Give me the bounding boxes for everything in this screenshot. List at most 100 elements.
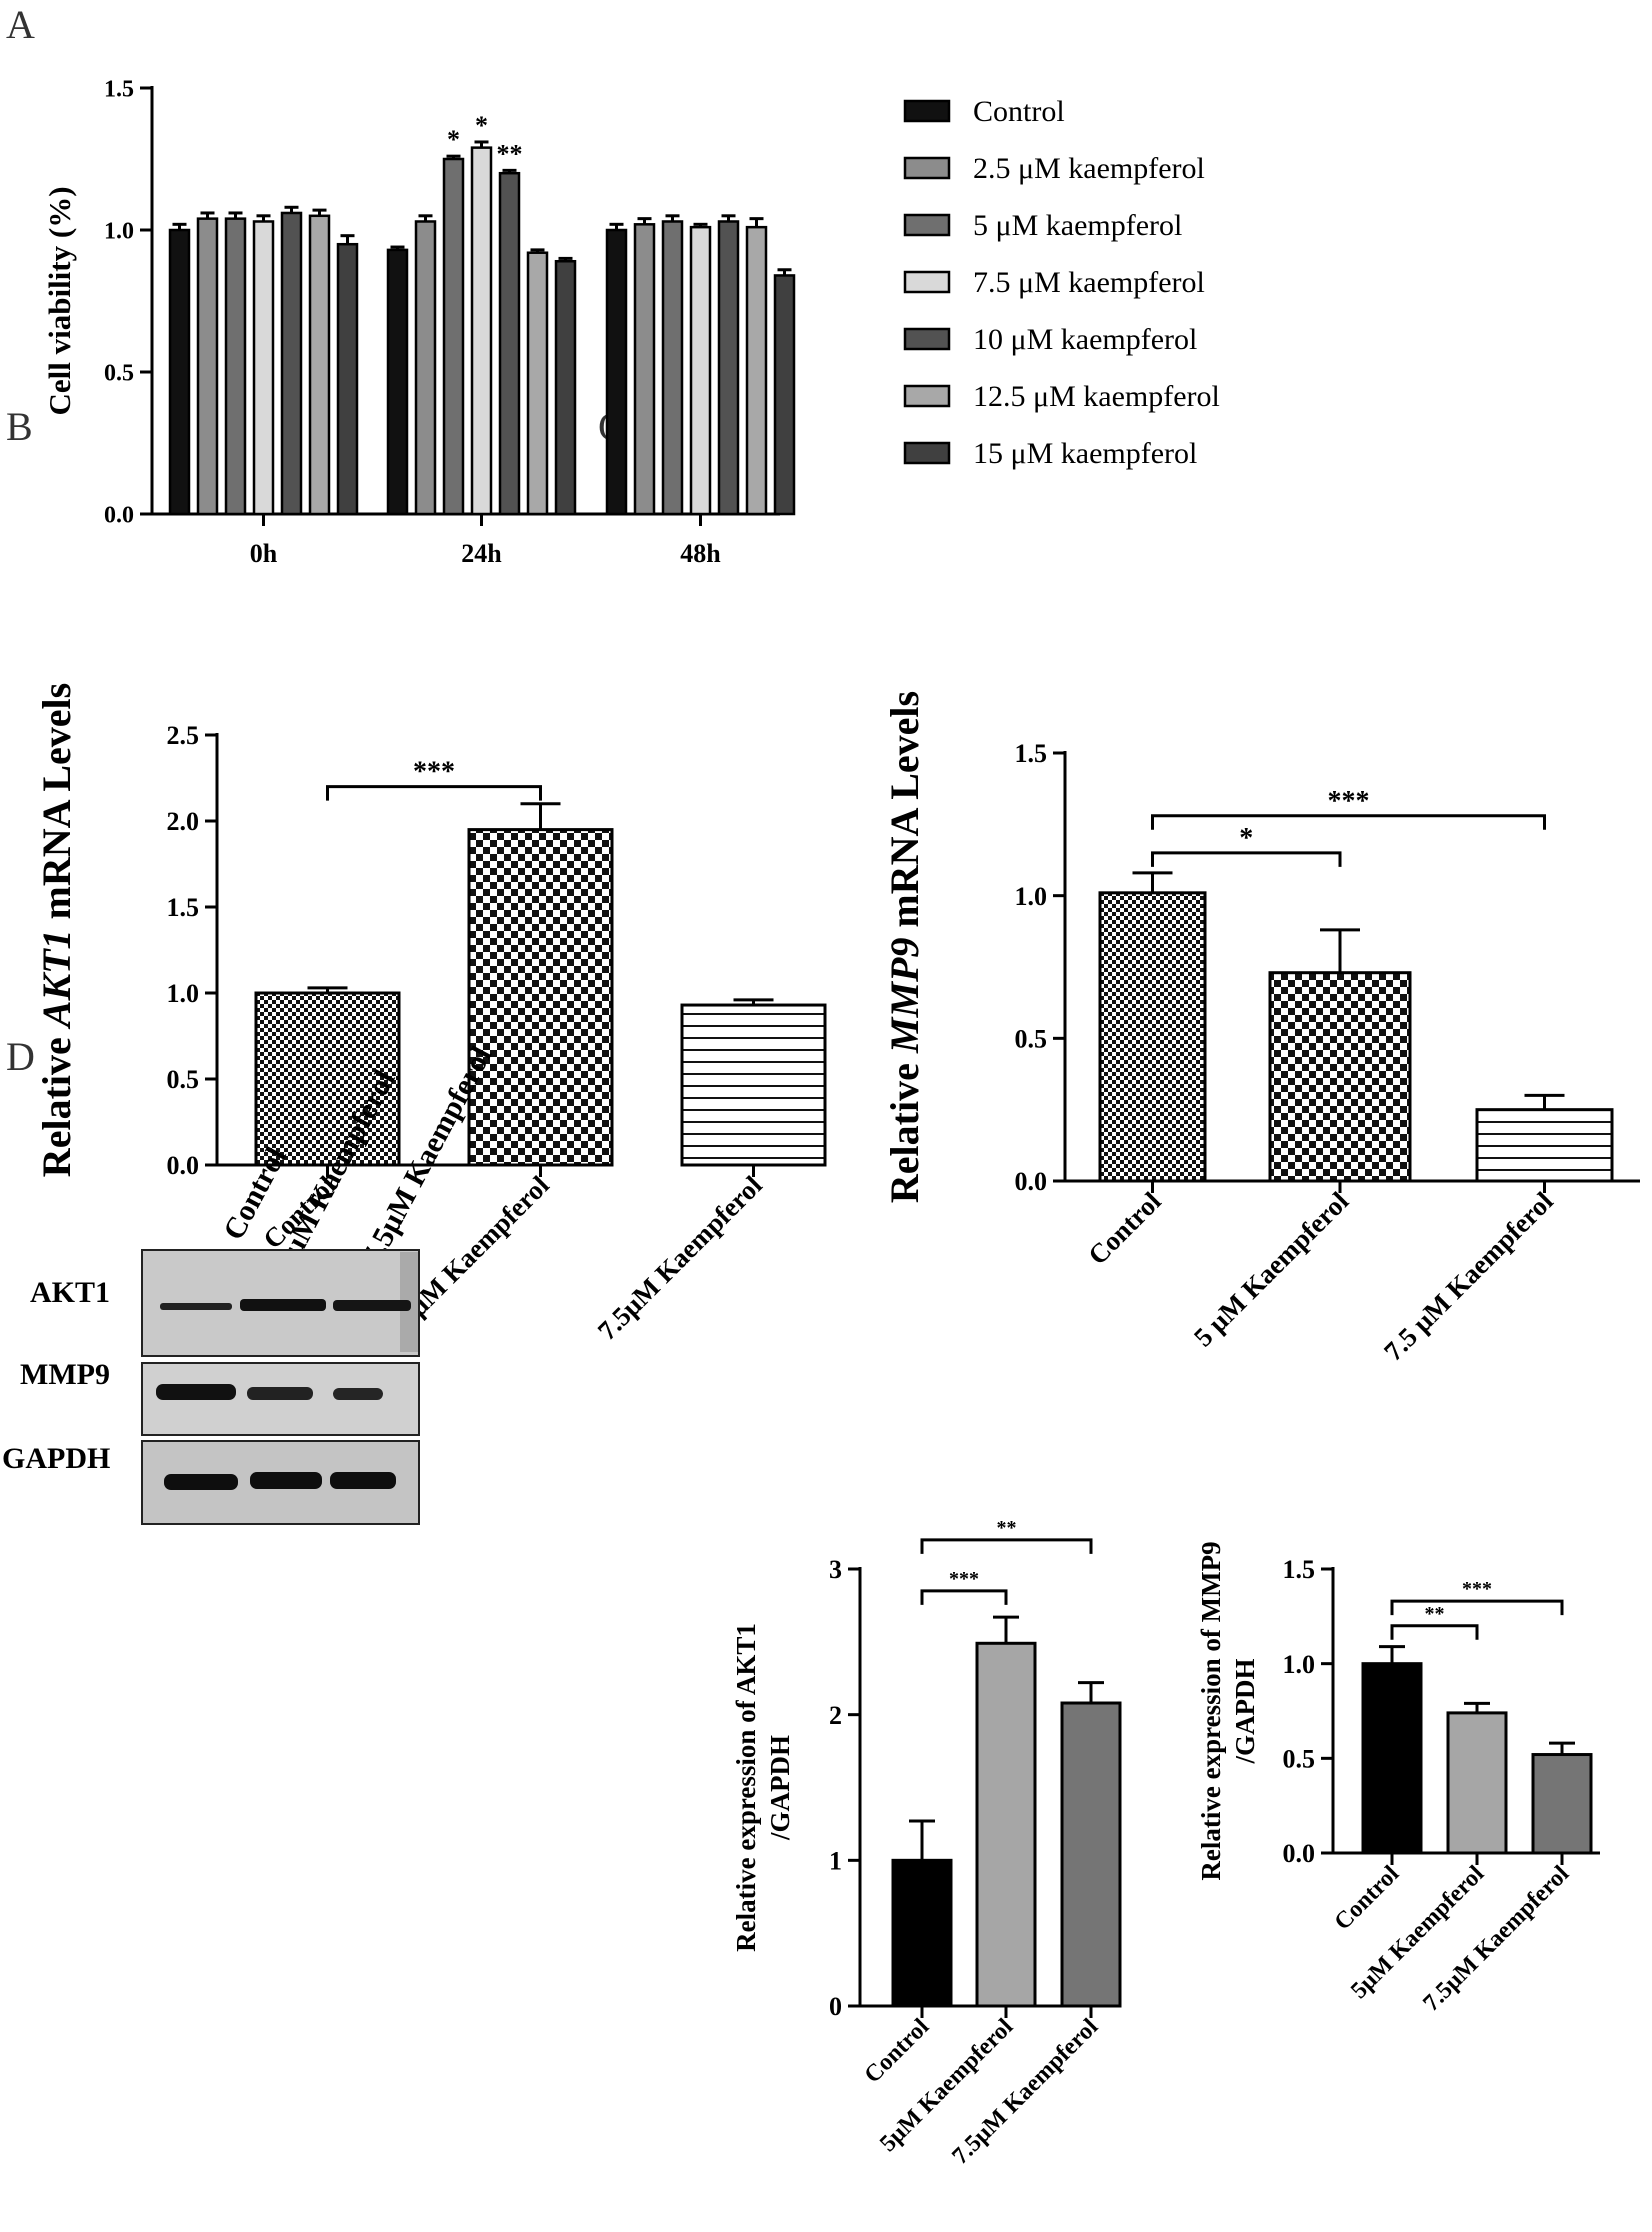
legend-label: 12.5 μM kaempferol [973,380,1220,413]
x-tick-label: 0h [250,539,278,568]
y-tick-label: 2 [829,1701,842,1730]
blot-band-gapdh-control [164,1474,238,1490]
significance-bracket [920,1538,1093,1554]
bar [280,211,303,516]
bar [386,248,409,516]
legend-swatch [903,327,951,351]
y-tick-label: 1.5 [1015,739,1048,768]
y-axis-title: Relative AKT1 mRNA Levels [34,683,79,1177]
significance-bracket [920,1589,1008,1605]
significance-label: * [447,125,460,154]
y-axis-title-line2: /GAPDH [1230,1659,1260,1765]
y-tick-label: 0.5 [1015,1024,1048,1053]
y-tick-label: 0.5 [167,1065,200,1094]
x-tick-label: Control [860,2014,935,2089]
x-tick-label: 5 μM Kaempferol [1188,1186,1355,1353]
significance-bracket [1151,814,1546,830]
legend-swatch [903,99,951,123]
y-axis-title: Relative MMP9 mRNA Levels [882,691,927,1203]
legend-swatch [903,213,951,237]
x-tick-label: 24h [461,539,502,568]
bar [680,1003,827,1167]
y-axis-title-line1: Relative expression of MMP9 [1196,1541,1226,1880]
bar [689,225,712,516]
significance-label: ** [997,1517,1017,1539]
x-tick-label: 7.5μM Kaempferol [1418,1861,1574,2017]
y-axis-title-pre: Relative [882,1053,927,1203]
y-tick-label: 0.0 [1283,1839,1316,1868]
significance-label: *** [1328,786,1370,817]
blot-band-mmp9-7-5um [333,1388,383,1400]
bar [717,220,740,516]
bar [1446,1711,1508,1855]
significance-label: *** [413,757,455,788]
significance-bracket [1390,1624,1479,1640]
bar [1475,1108,1614,1183]
y-tick-label: 2.0 [167,807,200,836]
bar [745,225,768,516]
legend-label: 7.5 μM kaempferol [973,266,1205,299]
x-tick-label: Control [1330,1861,1405,1936]
legend-swatch [903,270,951,294]
y-tick-label: 2.5 [167,721,200,750]
x-tick-label: 7.5 μM Kaempferol [1378,1186,1559,1367]
y-tick-label: 1.0 [104,218,134,244]
bar [308,214,331,516]
y-axis-title-line2: /GAPDH [765,1735,795,1841]
bar [224,217,247,516]
blot-row-label-mmp9: MMP9 [20,1358,110,1391]
legend-label: Control [973,95,1065,128]
significance-label: ** [1425,1603,1445,1625]
panel-label-d: D [6,1034,35,1079]
legend-swatch [903,384,951,408]
bar [891,1858,953,2008]
y-tick-label: 1 [829,1846,842,1875]
significance-label: *** [949,1568,979,1590]
panel-label-a: A [6,2,35,47]
bar [1268,971,1412,1183]
y-tick-label: 1.0 [1283,1650,1316,1679]
y-tick-label: 0.5 [1283,1744,1316,1773]
bar [336,242,359,516]
y-tick-label: 1.0 [1015,882,1048,911]
significance-label: * [1239,823,1253,854]
blot-band-akt1-5um [240,1299,326,1311]
blot-band-mmp9-control [156,1384,236,1400]
significance-bracket [1151,851,1342,867]
y-tick-label: 0.0 [104,502,134,528]
bar [498,171,521,516]
legend-label: 5 μM kaempferol [973,209,1182,242]
y-tick-label: 0.0 [1015,1167,1048,1196]
blot-band-akt1-control [160,1303,232,1310]
y-axis-title-pre: Relative [34,1027,79,1177]
y-tick-label: 0.5 [104,360,134,386]
y-tick-label: 0.0 [167,1151,200,1180]
bar [254,991,401,1167]
bar [467,828,614,1167]
bar [414,220,437,516]
blot-row-label-akt1: AKT1 [30,1276,110,1309]
bar [1361,1662,1423,1855]
y-tick-label: 1.5 [104,76,134,102]
y-tick-label: 1.5 [167,893,200,922]
significance-bracket [326,785,542,801]
bar [526,251,549,516]
blot-band-gapdh-5um [250,1472,322,1489]
bar [1098,891,1207,1183]
y-axis-title-line1: Relative expression of AKT1 [731,1623,761,1952]
bar [168,228,191,516]
bar [252,220,275,516]
legend-label: 10 μM kaempferol [973,323,1197,356]
blot-row-label-gapdh: GAPDH [2,1442,110,1475]
y-tick-label: 3 [829,1555,842,1584]
chart-c-mmp9-mrna: 0.0 0.5 1.0 1.5 Control 5 μM Kaempferol 7.5 μM… [882,691,1640,1367]
y-tick-label: 1.0 [167,979,200,1008]
significance-label: *** [1462,1578,1492,1600]
y-axis-title-post: mRNA Levels [34,683,79,930]
significance-label: ** [497,139,523,168]
